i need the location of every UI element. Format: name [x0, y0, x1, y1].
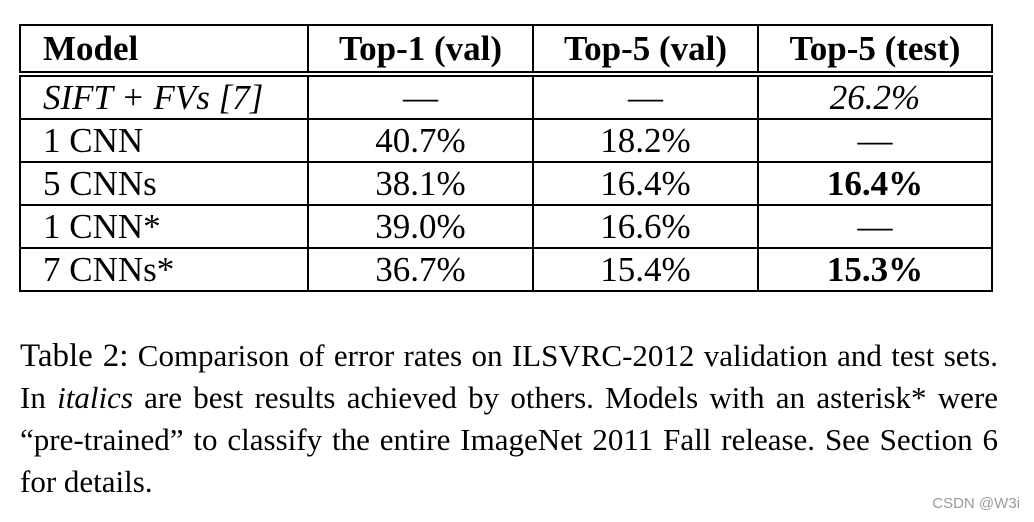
cell-model: 1 CNN*	[19, 204, 309, 249]
table-header-row: Model Top-1 (val) Top-5 (val) Top-5 (tes…	[19, 24, 993, 75]
cell-top5-val: 16.6%	[532, 204, 759, 249]
cell-top5-val: 16.4%	[532, 161, 759, 206]
caption-label: Table 2:	[20, 338, 129, 374]
cell-top5-val: 18.2%	[532, 118, 759, 163]
cell-top5-test: —	[757, 118, 993, 163]
cell-top5-test: 16.4%	[757, 161, 993, 206]
cell-model: 7 CNNs*	[19, 247, 309, 292]
watermark: CSDN @W3i	[932, 495, 1020, 512]
cell-top5-test: —	[757, 204, 993, 249]
caption-italic-word: italics	[57, 380, 133, 415]
header-top1-val: Top-1 (val)	[307, 24, 534, 75]
caption-text-part2: are best results achieved by others. Mod…	[20, 380, 999, 499]
header-top5-val: Top-5 (val)	[532, 24, 759, 75]
cell-top1-val: 36.7%	[307, 247, 534, 292]
cell-top1-val: 38.1%	[307, 161, 534, 206]
cell-top5-val: 15.4%	[532, 247, 759, 292]
table-row: SIFT + FVs [7] — — 26.2%	[19, 71, 993, 120]
table-caption: Table 2: Comparison of error rates on IL…	[20, 335, 998, 503]
cell-model: SIFT + FVs [7]	[19, 71, 309, 120]
cell-top1-val: 40.7%	[307, 118, 534, 163]
table-row: 7 CNNs* 36.7% 15.4% 15.3%	[19, 247, 993, 292]
header-top5-test: Top-5 (test)	[757, 24, 993, 75]
table-row: 5 CNNs 38.1% 16.4% 16.4%	[19, 161, 993, 206]
cell-top1-val: 39.0%	[307, 204, 534, 249]
table-row: 1 CNN* 39.0% 16.6% —	[19, 204, 993, 249]
cell-top5-test: 15.3%	[757, 247, 993, 292]
table-row: 1 CNN 40.7% 18.2% —	[19, 118, 993, 163]
cell-model: 1 CNN	[19, 118, 309, 163]
results-table: Model Top-1 (val) Top-5 (val) Top-5 (tes…	[19, 24, 993, 292]
cell-top5-val: —	[532, 71, 759, 120]
cell-top1-val: —	[307, 71, 534, 120]
cell-top5-test: 26.2%	[757, 71, 993, 120]
caption-text-part1: Comparison of error rates on ILSVRC-2012…	[20, 338, 998, 415]
header-model: Model	[19, 24, 309, 75]
cell-model: 5 CNNs	[19, 161, 309, 206]
